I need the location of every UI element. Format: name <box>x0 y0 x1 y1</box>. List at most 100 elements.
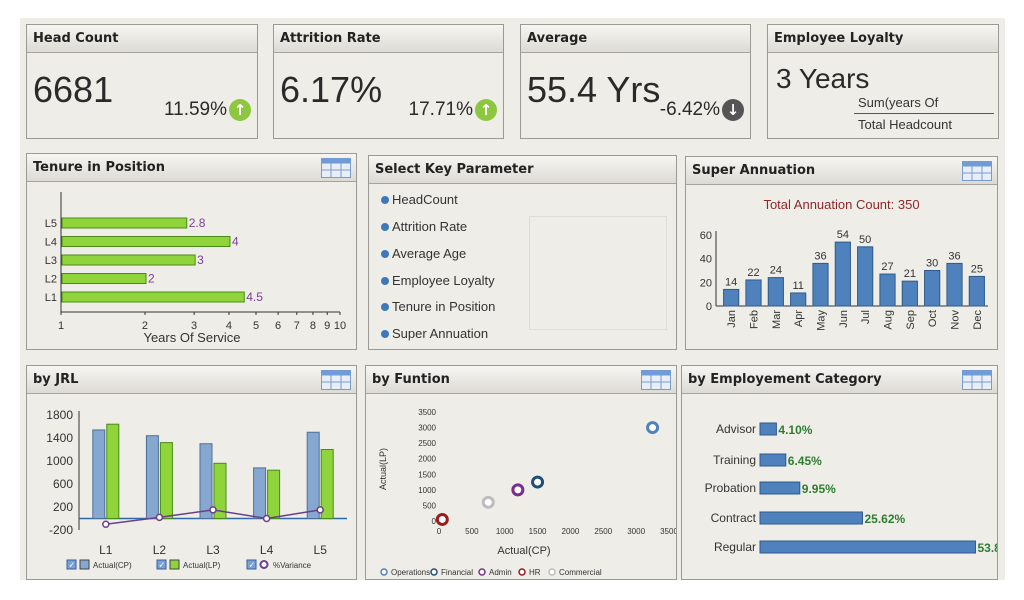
x-tick-label: Apr <box>793 310 805 327</box>
data-label: 2.8 <box>189 216 206 230</box>
data-label: 6.45% <box>788 454 822 468</box>
parameter-panel: Select Key Parameter HeadCount Attrition… <box>368 155 677 350</box>
loyalty-value: 3 Years <box>776 63 870 94</box>
super-annuation-chart: 0 20 40 60 14 Jan 22 Feb 24 Mar 11 Apr 36 May 54 Jun 50 J… <box>700 229 988 331</box>
tenure-chart: L1 4.5 L2 2 L3 3 L4 4 L5 2.8 1 2 3 4 5 6 7 8 9 10 Years Of S… <box>45 192 346 345</box>
x-tick-label: 500 <box>465 527 479 536</box>
bar <box>723 288 740 307</box>
x-tick-label: 2 <box>142 320 148 332</box>
tenure-title: Tenure in Position <box>27 154 356 182</box>
attrition-value: 6.17% <box>280 69 383 110</box>
checkmark-icon: ✓ <box>69 561 76 570</box>
parameter-preview-box <box>529 216 667 330</box>
bar <box>759 540 976 554</box>
legend-marker <box>548 568 556 576</box>
bar <box>759 511 863 525</box>
param-label: HeadCount <box>392 192 458 207</box>
y-tick-label: Advisor <box>716 422 756 436</box>
x-tick-label: 1 <box>58 320 64 332</box>
formula-divider <box>854 113 994 114</box>
param-tenure-in-position[interactable]: Tenure in Position <box>381 299 495 314</box>
table-view-icon[interactable] <box>962 161 992 181</box>
table-view-icon[interactable] <box>641 370 671 390</box>
x-tick-label: Nov <box>950 310 962 330</box>
data-label: 50 <box>859 234 871 246</box>
x-tick-label: 1500 <box>529 527 547 536</box>
category-title: by Employement Category <box>682 366 997 394</box>
param-average-age[interactable]: Average Age <box>381 246 466 261</box>
param-attrition-rate[interactable]: Attrition Rate <box>381 219 467 234</box>
data-label: 24 <box>770 265 782 277</box>
bar <box>790 292 807 307</box>
y-tick-label: 3000 <box>418 424 436 433</box>
scatter-point <box>531 475 545 489</box>
x-tick-label: 3000 <box>627 527 645 536</box>
checkmark-icon: ✓ <box>249 561 256 570</box>
bar-actual-cp <box>253 467 267 519</box>
legend-label: HR <box>529 568 541 577</box>
y-tick-label: 200 <box>53 500 73 514</box>
x-tick-label: 5 <box>253 320 259 332</box>
x-tick-label: 0 <box>437 527 442 536</box>
y-tick-label: Probation <box>705 481 756 495</box>
bar <box>767 277 784 307</box>
x-tick-label: Jul <box>860 310 872 324</box>
y-tick-label: L4 <box>45 237 57 249</box>
scatter-point <box>481 495 495 509</box>
x-tick-label: L4 <box>260 543 274 557</box>
up-arrow-icon: ↑ <box>229 99 251 121</box>
data-label: 30 <box>926 258 938 270</box>
y-tick-label: L2 <box>45 274 57 286</box>
param-employee-loyalty[interactable]: Employee Loyalty <box>381 273 495 288</box>
bar <box>924 270 941 307</box>
legend-marker <box>478 568 486 576</box>
x-tick-label: 10 <box>334 320 346 332</box>
tenure-panel: Tenure in Position L1 4.5 L2 2 L3 3 L4 4 L5 2.8 1 2… <box>26 153 357 350</box>
loyalty-panel: Employee Loyalty 3 Years Sum(years Of To… <box>767 24 999 139</box>
bar-actual-cp <box>145 435 159 520</box>
x-tick-label: Feb <box>749 310 761 329</box>
table-view-icon[interactable] <box>321 370 351 390</box>
bar-actual-lp <box>106 423 120 520</box>
param-super-annuation[interactable]: Super Annuation <box>381 326 488 341</box>
average-title: Average <box>521 25 750 53</box>
y-tick-label: Contract <box>711 511 757 525</box>
loyalty-title: Employee Loyalty <box>768 25 998 53</box>
y-tick-label: 20 <box>700 277 712 289</box>
table-view-icon[interactable] <box>321 158 351 178</box>
bar <box>759 422 777 436</box>
data-label: 27 <box>881 261 893 273</box>
variance-point <box>316 506 324 514</box>
scatter-point <box>435 512 449 526</box>
x-tick-label: 9 <box>324 320 330 332</box>
data-label: 21 <box>904 268 916 280</box>
table-view-icon[interactable] <box>962 370 992 390</box>
data-label: 11 <box>792 280 803 292</box>
bar <box>834 241 851 307</box>
legend-label: Operations <box>391 568 430 577</box>
bar-actual-cp <box>92 429 106 520</box>
super-annuation-title: Super Annuation <box>686 157 997 185</box>
param-headcount[interactable]: HeadCount <box>381 192 458 207</box>
y-tick-label: 1500 <box>418 470 436 479</box>
data-label: 25 <box>971 263 983 275</box>
bar-actual-lp <box>159 442 173 519</box>
bar <box>61 236 231 247</box>
bar-actual-lp <box>267 469 281 519</box>
category-chart: Advisor 4.10% Training 6.45% Probation 9.95% C… <box>705 422 997 555</box>
x-tick-label: 7 <box>294 320 300 332</box>
funtion-chart: 0 500 1000 1500 2000 2500 3000 3500 0 500 1000 1500… <box>378 408 676 577</box>
data-label: 3 <box>197 253 204 267</box>
y-tick-label: Regular <box>714 540 756 554</box>
parameter-list: HeadCount Attrition Rate Average Age Emp… <box>369 184 676 349</box>
y-tick-label: 0 <box>432 517 437 526</box>
y-axis-title: Actual(LP) <box>378 448 388 490</box>
category-panel: by Employement Category Advisor 4.10% Trai… <box>681 365 998 580</box>
legend-label: Admin <box>489 568 512 577</box>
data-label: 4 <box>232 235 239 249</box>
bar <box>857 246 874 307</box>
legend-label: Commercial <box>559 568 602 577</box>
data-label: 4.10% <box>778 423 812 437</box>
headcount-title: Head Count <box>27 25 257 53</box>
radio-dot-icon <box>381 222 389 231</box>
